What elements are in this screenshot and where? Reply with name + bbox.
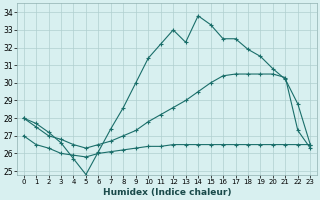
X-axis label: Humidex (Indice chaleur): Humidex (Indice chaleur) xyxy=(103,188,231,197)
